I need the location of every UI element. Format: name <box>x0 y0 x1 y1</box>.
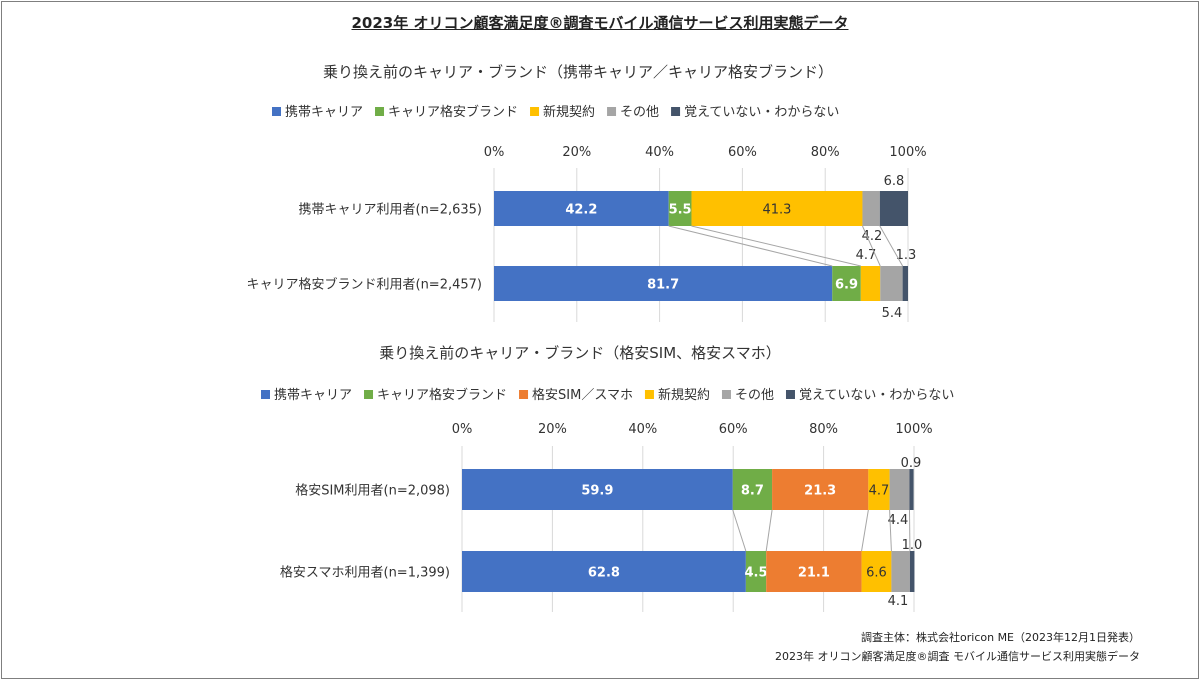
chart1-tick-label: 20% <box>562 145 591 160</box>
chart2-bar-segment <box>462 551 746 592</box>
chart2-legend-label: キャリア格安ブランド <box>377 387 507 403</box>
chart2-bar-segment <box>891 551 910 592</box>
chart2-data-label: 6.6 <box>866 566 887 581</box>
chart1-data-label: 41.3 <box>762 203 791 218</box>
chart2-category-label: 格安SIM利用者(n=2,098) <box>295 483 450 499</box>
chart2-legend-swatch <box>644 390 654 399</box>
chart1-bar-segment <box>860 266 881 301</box>
chart2-bar-segment <box>861 551 892 592</box>
chart1-legend-swatch <box>671 107 681 116</box>
chart2-data-label: 4.7 <box>869 484 890 499</box>
chart2-data-label: 21.3 <box>804 484 836 499</box>
chart2-series-connector <box>889 509 892 552</box>
chart2-tick-label: 20% <box>538 422 567 437</box>
chart1-legend-swatch <box>375 107 385 116</box>
chart2-legend-label: 覚えていない・わからない <box>799 388 954 403</box>
chart1-series-connector <box>668 225 833 267</box>
chart1-data-label: 5.5 <box>669 203 692 218</box>
chart2-legend-swatch <box>721 390 731 399</box>
chart1-category-label: 携帯キャリア利用者(n=2,635) <box>299 202 483 218</box>
chart1-series-connector <box>691 225 861 267</box>
chart2-legend-label: 格安SIM／スマホ <box>532 387 633 403</box>
chart2-data-label: 4.4 <box>888 513 909 528</box>
chart1-category-label: キャリア格安ブランド利用者(n=2,457) <box>247 277 483 293</box>
chart2-tick-label: 100% <box>895 422 932 437</box>
chart1-data-label: 6.8 <box>884 174 905 189</box>
chart1-data-label: 6.9 <box>835 278 858 293</box>
chart1-bar-segment <box>902 266 908 301</box>
chart1-tick-label: 0% <box>484 145 505 160</box>
source-note: 調査主体：株式会社oricon ME（2023年12月1日発表） 2023年 オ… <box>775 628 1140 666</box>
chart1-legend-label: 覚えていない・わからない <box>684 105 839 120</box>
chart1-legend-swatch <box>530 107 540 116</box>
chart1-data-label: 4.7 <box>856 248 877 263</box>
chart2-bar-segment <box>772 469 869 510</box>
chart2-series-connector <box>732 509 747 552</box>
chart1-tick-label: 40% <box>645 145 674 160</box>
chart2-bar-segment <box>732 469 773 510</box>
chart2-bar-segment <box>766 551 862 592</box>
chart2-bar-segment <box>889 469 910 510</box>
source-line-1: 調査主体：株式会社oricon ME（2023年12月1日発表） <box>861 631 1140 644</box>
chart1-tick-label: 80% <box>811 145 840 160</box>
chart2-tick-label: 80% <box>809 422 838 437</box>
chart1-data-label: 81.7 <box>647 278 679 293</box>
chart2-legend-swatch <box>261 390 270 399</box>
chart1-data-label: 1.3 <box>896 248 917 263</box>
chart1-legend-swatch <box>607 107 617 116</box>
chart1-data-label: 42.2 <box>565 203 597 218</box>
chart2-legend-swatch <box>519 390 529 399</box>
chart1-bar-segment <box>879 191 908 226</box>
chart1-tick-label: 100% <box>889 145 926 160</box>
chart2-data-label: 1.0 <box>902 538 923 553</box>
chart1-bar-segment <box>862 191 880 226</box>
chart2-bar-segment <box>868 469 890 510</box>
chart2-legend-swatch <box>364 390 374 399</box>
chart1-data-label: 4.2 <box>862 229 883 244</box>
chart2-data-label: 21.1 <box>798 566 830 581</box>
chart2-legend-label: 携帯キャリア <box>274 387 352 403</box>
chart2-legend-swatch <box>785 390 795 399</box>
chart1-tick-label: 60% <box>728 145 757 160</box>
chart2-data-label: 59.9 <box>581 484 613 499</box>
chart2-series-connector <box>861 509 869 552</box>
chart1-series-connector <box>862 225 881 267</box>
chart2-tick-label: 40% <box>628 422 657 437</box>
chart2-bar-segment <box>462 469 733 510</box>
chart1-bar-segment <box>832 266 861 301</box>
chart2-bar-segment <box>909 551 915 592</box>
chart1-data-label: 5.4 <box>882 306 903 321</box>
chart2-tick-label: 0% <box>452 422 473 437</box>
chart2-data-label: 4.5 <box>745 566 768 581</box>
chart2-bar-segment <box>909 469 914 510</box>
chart1-bar-segment <box>668 191 692 226</box>
chart2-data-label: 62.8 <box>588 566 620 581</box>
chart2-data-label: 4.1 <box>888 594 909 609</box>
chart2-data-label: 0.9 <box>901 456 922 471</box>
chart2-bar-segment <box>745 551 767 592</box>
chart1-legend-swatch <box>272 107 281 116</box>
chart1-bar-segment <box>494 191 669 226</box>
chart2-title: 乗り換え前のキャリア・ブランド（格安SIM、格安スマホ） <box>379 344 780 362</box>
chart1-series-connector <box>879 225 904 267</box>
chart1-title: 乗り換え前のキャリア・ブランド（携帯キャリア／キャリア格安ブランド） <box>323 63 833 81</box>
chart1-legend-label: 携帯キャリア <box>285 104 363 120</box>
chart2-legend-label: その他 <box>735 388 774 403</box>
chart1-legend-label: その他 <box>620 105 659 120</box>
chart2-legend-label: 新規契約 <box>658 387 710 403</box>
page-title: 2023年 オリコン顧客満足度®調査モバイル通信サービス利用実態データ <box>351 14 849 32</box>
chart2-series-connector <box>765 509 773 552</box>
chart2-data-label: 8.7 <box>741 484 764 499</box>
chart1-bar-segment <box>691 191 863 226</box>
source-line-2: 2023年 オリコン顧客満足度®調査 モバイル通信サービス利用実態データ <box>775 650 1140 663</box>
chart2-category-label: 格安スマホ利用者(n=1,399) <box>280 565 450 581</box>
chart1-bar-segment <box>880 266 903 301</box>
chart1-legend-label: キャリア格安ブランド <box>388 104 518 120</box>
chart1-legend-label: 新規契約 <box>543 104 595 120</box>
chart2-tick-label: 60% <box>719 422 748 437</box>
chart1-bar-segment <box>494 266 833 301</box>
